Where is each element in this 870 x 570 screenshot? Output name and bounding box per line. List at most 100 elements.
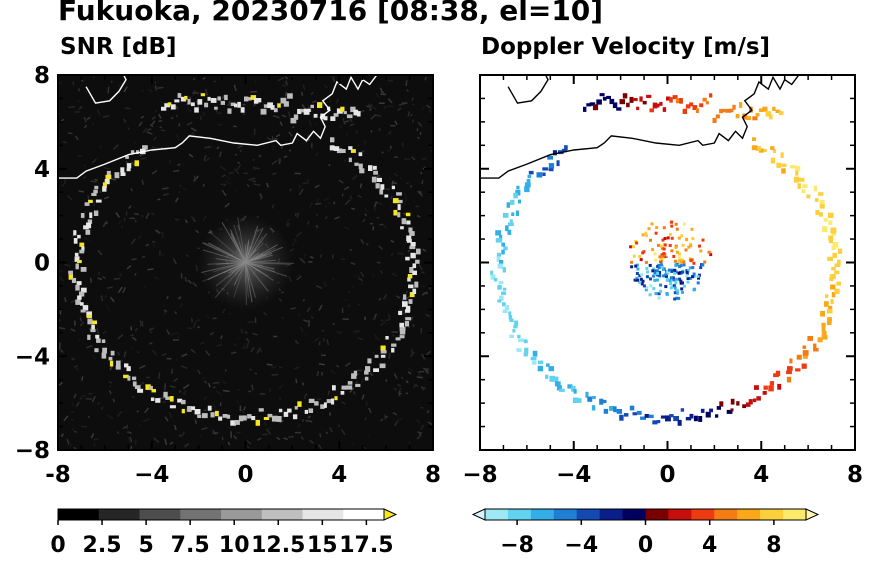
snr-echo-cell — [210, 98, 217, 103]
noise-speckle — [278, 384, 284, 391]
doppler-echo-cell — [795, 368, 801, 372]
clutter-spoke — [209, 231, 246, 263]
noise-speckle — [258, 347, 263, 353]
noise-speckle — [362, 218, 366, 223]
noise-speckle — [127, 437, 132, 444]
noise-speckle — [158, 113, 162, 119]
doppler-center-cell — [646, 270, 649, 274]
noise-speckle — [68, 105, 75, 109]
noise-speckle — [74, 320, 76, 326]
noise-speckle — [221, 308, 226, 314]
noise-speckle — [77, 99, 80, 103]
doppler-echo-cell — [769, 381, 775, 386]
noise-speckle — [409, 351, 416, 358]
noise-speckle — [112, 144, 119, 150]
doppler-echo-cell — [828, 239, 833, 243]
noise-speckle — [162, 192, 170, 197]
colorbar-extend-min — [471, 508, 486, 521]
noise-speckle — [321, 329, 325, 332]
noise-speckle — [416, 376, 424, 379]
doppler-echo-cell — [831, 292, 836, 298]
doppler-center-cell — [653, 271, 657, 275]
clutter-spoke — [237, 217, 246, 263]
noise-speckle — [296, 275, 302, 281]
doppler-center-cell — [692, 288, 696, 292]
doppler-center-cell — [677, 296, 681, 300]
doppler-echo-cell — [517, 334, 521, 339]
doppler-echo-cell — [495, 238, 502, 243]
doppler-center-cell — [697, 276, 701, 280]
doppler-center-cell — [685, 274, 689, 278]
doppler-echo-cell — [795, 165, 801, 171]
noise-speckle — [188, 153, 194, 158]
doppler-center-cell — [659, 258, 663, 261]
noise-speckle — [221, 436, 224, 441]
doppler-center-cell — [649, 277, 652, 281]
snr-echo-cell — [201, 413, 208, 419]
snr-echo-cell — [408, 284, 414, 289]
noise-speckle — [419, 190, 423, 197]
snr-echo-cell — [332, 385, 336, 391]
clutter-spoke — [245, 227, 264, 263]
snr-echo-cell — [96, 338, 101, 343]
noise-speckle — [382, 294, 388, 300]
noise-speckle — [224, 369, 227, 372]
noise-speckle — [308, 119, 312, 127]
noise-speckle — [213, 403, 216, 410]
snr-echo-cell — [95, 199, 102, 203]
noise-speckle — [351, 207, 355, 210]
doppler-center-cell — [660, 253, 664, 257]
noise-speckle — [151, 124, 154, 128]
doppler-echo-cell — [830, 299, 834, 304]
clutter-spoke — [245, 239, 250, 263]
noise-speckle — [376, 217, 380, 219]
noise-speckle — [77, 154, 83, 158]
noise-speckle — [372, 351, 374, 355]
noise-speckle — [219, 166, 224, 170]
noise-speckle — [261, 433, 268, 436]
doppler-echo-cell — [497, 263, 503, 269]
noise-speckle — [204, 314, 211, 319]
noise-speckle — [327, 202, 331, 205]
snr-echo-cell — [304, 409, 308, 414]
snr-echo-cell — [412, 288, 417, 294]
doppler-echo-cell — [795, 170, 799, 176]
colorbar-tick-label: 0 — [638, 533, 653, 558]
noise-speckle — [110, 178, 117, 181]
clutter-spoke — [245, 254, 273, 263]
snr-echo-cell — [127, 375, 131, 381]
noise-speckle — [246, 341, 250, 347]
noise-speckle — [220, 335, 223, 340]
noise-speckle — [233, 189, 237, 192]
noise-speckle — [151, 212, 155, 216]
x-tick-label: 8 — [847, 462, 863, 488]
doppler-echo-cell — [499, 234, 503, 241]
noise-speckle — [131, 161, 135, 166]
snr-echo-cell — [68, 270, 73, 275]
doppler-center-cell — [631, 245, 635, 249]
noise-speckle — [227, 100, 231, 107]
noise-speckle — [193, 175, 196, 180]
doppler-center-cell — [635, 263, 639, 267]
noise-speckle — [180, 272, 183, 279]
doppler-echo-cell — [813, 343, 817, 349]
noise-speckle — [295, 274, 301, 278]
doppler-echo-cell — [616, 409, 623, 414]
snr-echo-cell — [169, 396, 174, 402]
noise-speckle — [129, 217, 135, 220]
noise-speckle — [161, 187, 169, 190]
doppler-echo-cell — [814, 198, 819, 202]
snr-echo-cell — [106, 170, 111, 177]
colorbar-tick-label: 0 — [50, 533, 65, 558]
noise-speckle — [391, 331, 398, 333]
doppler-center-cell — [651, 248, 655, 252]
doppler-center-cell — [675, 296, 679, 300]
snr-echo-cell — [373, 165, 377, 170]
doppler-center-cell — [674, 281, 678, 285]
doppler-echo-cell — [497, 299, 502, 303]
noise-speckle — [389, 145, 392, 149]
doppler-echo-cell — [662, 107, 667, 112]
noise-speckle — [250, 90, 258, 93]
colorbar-segment — [485, 509, 509, 520]
clutter-spoke — [245, 244, 278, 263]
